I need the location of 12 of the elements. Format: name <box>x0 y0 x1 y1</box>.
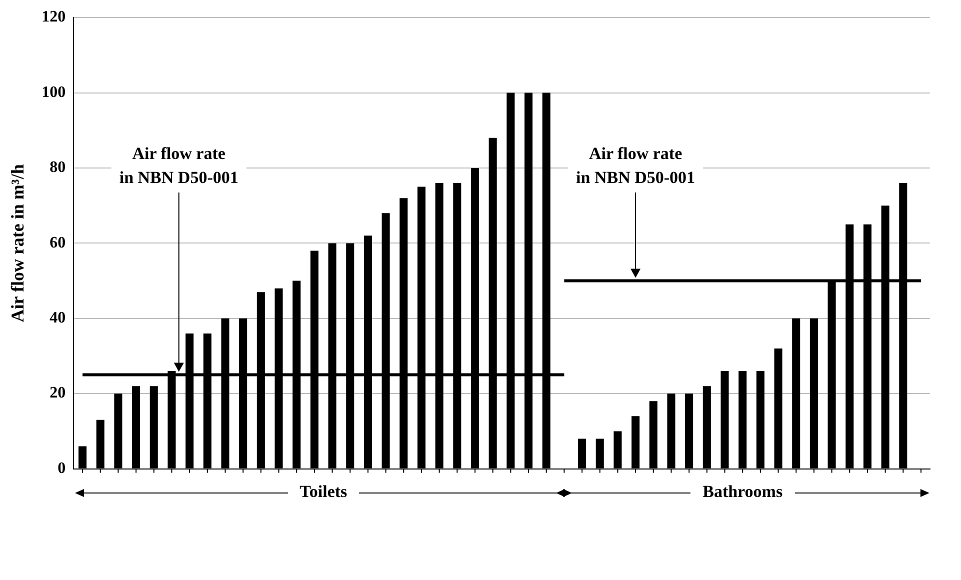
y-tick-label: 100 <box>42 84 66 101</box>
y-tick-label: 20 <box>50 384 66 402</box>
y-tick-label: 0 <box>58 460 66 477</box>
text: Toilets <box>300 482 348 502</box>
y-tick-label: 40 <box>50 310 66 327</box>
y-tick-label: 60 <box>50 234 66 252</box>
annotation: Air flow rate in NBN D50-001 <box>576 144 696 187</box>
y-tick-label: 120 <box>42 8 66 26</box>
y-axis-title: Air flow rate in m³/h <box>7 164 28 322</box>
annotation: Air flow rate in NBN D50-001 <box>119 144 238 187</box>
y-tick-label: 80 <box>50 159 66 176</box>
text: Bathrooms <box>702 482 783 502</box>
